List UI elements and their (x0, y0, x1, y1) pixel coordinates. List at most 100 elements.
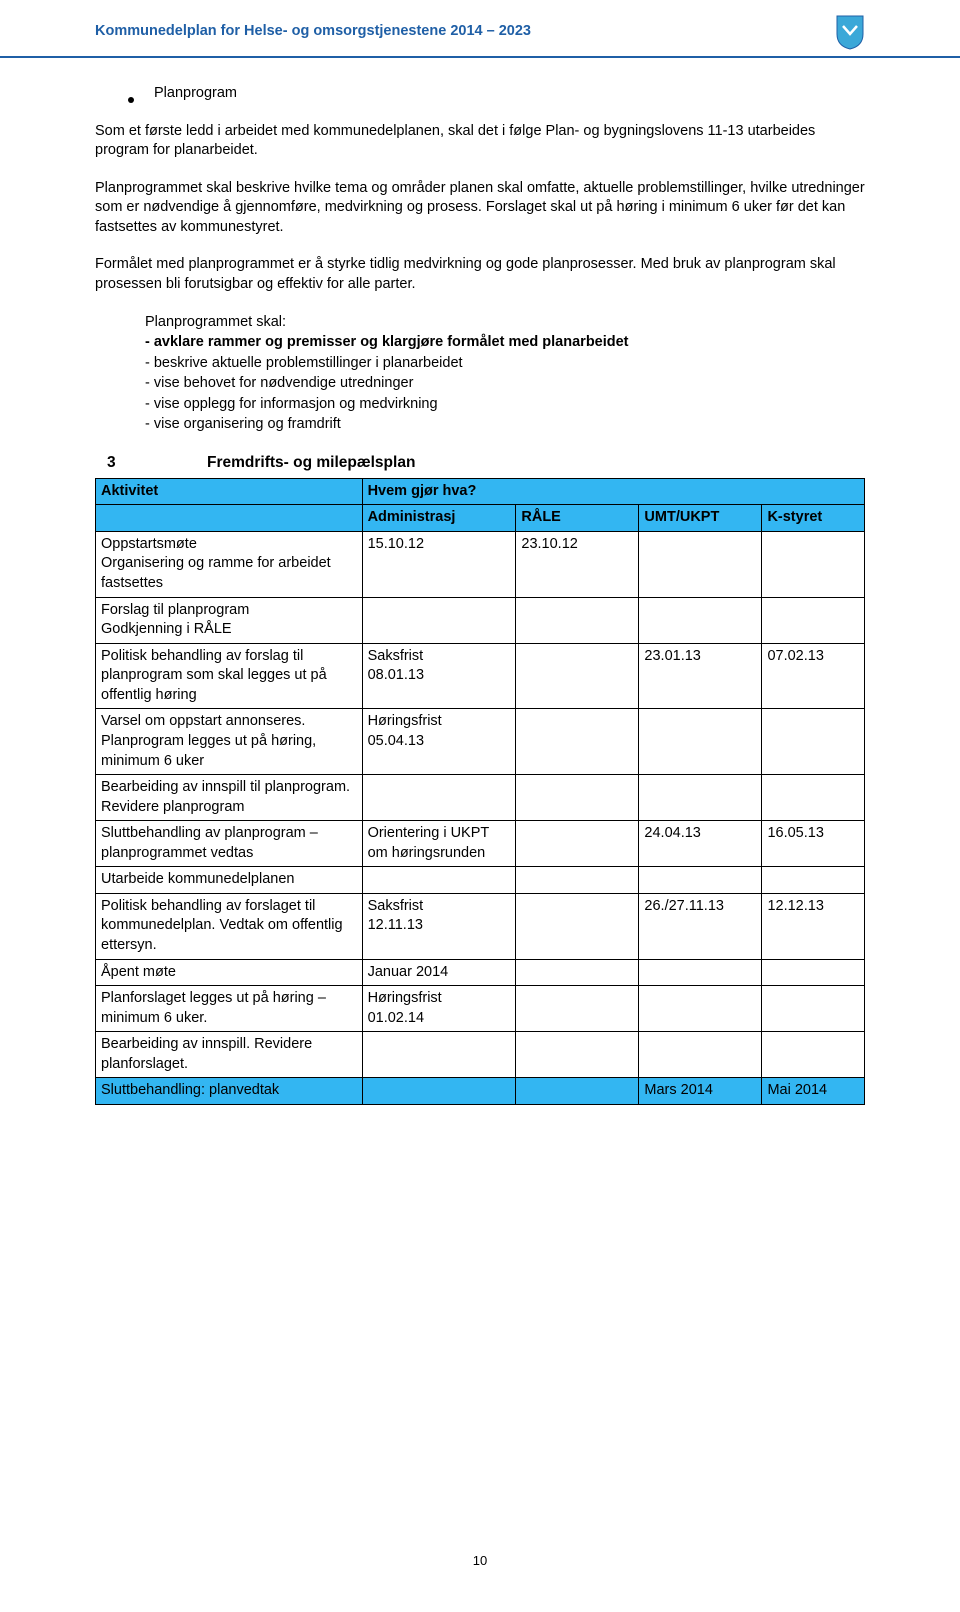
cell (639, 867, 762, 894)
milestone-table: Aktivitet Hvem gjør hva? Administrasj RÅ… (95, 478, 865, 1105)
cell: 15.10.12 (362, 531, 516, 597)
paragraph-3: Formålet med planprogrammet er å styrke … (95, 255, 865, 294)
cell-activity: Bearbeiding av innspill til planprogram.… (96, 775, 363, 821)
cell (762, 867, 865, 894)
cell: Januar 2014 (362, 959, 516, 986)
th-umt: UMT/UKPT (639, 505, 762, 532)
cell (516, 986, 639, 1032)
cell (762, 986, 865, 1032)
cell (762, 1032, 865, 1078)
cell (362, 775, 516, 821)
bullet-planprogram: Planprogram (128, 84, 865, 104)
table-row: Varsel om oppstart annonseres. Planprogr… (96, 709, 865, 775)
table-row: Oppstartsmøte Organisering og ramme for … (96, 531, 865, 597)
cell-activity: Bearbeiding av innspill. Revidere planfo… (96, 1032, 363, 1078)
th-admin: Administrasj (362, 505, 516, 532)
cell (516, 867, 639, 894)
cell: Høringsfrist 01.02.14 (362, 986, 516, 1032)
cell-activity: Utarbeide kommunedelplanen (96, 867, 363, 894)
cell (516, 775, 639, 821)
bullet-text: Planprogram (154, 84, 237, 104)
cell (639, 1032, 762, 1078)
cell (762, 959, 865, 986)
th-activity: Aktivitet (96, 478, 363, 505)
cell (762, 597, 865, 643)
cell (762, 775, 865, 821)
cell (362, 597, 516, 643)
cell-activity: Forslag til planprogram Godkjenning i RÅ… (96, 597, 363, 643)
cell (516, 1078, 639, 1105)
cell: 07.02.13 (762, 643, 865, 709)
cell (362, 1032, 516, 1078)
shield-icon (835, 14, 865, 50)
cell (639, 959, 762, 986)
cell (362, 1078, 516, 1105)
table-header-row-2: Administrasj RÅLE UMT/UKPT K-styret (96, 505, 865, 532)
cell: Saksfrist 08.01.13 (362, 643, 516, 709)
cell: 26./27.11.13 (639, 893, 762, 959)
section-heading: 3 Fremdrifts- og milepælsplan (95, 453, 865, 474)
th-kstyret: K-styret (762, 505, 865, 532)
th-blank (96, 505, 363, 532)
cell: 23.10.12 (516, 531, 639, 597)
cell (639, 597, 762, 643)
section-number: 3 (107, 453, 207, 474)
table-row: Planforslaget legges ut på høring – mini… (96, 986, 865, 1032)
cell (516, 709, 639, 775)
cell-activity: Varsel om oppstart annonseres. Planprogr… (96, 709, 363, 775)
cell: 12.12.13 (762, 893, 865, 959)
cell (639, 531, 762, 597)
table-row: Sluttbehandling av planprogram – planpro… (96, 821, 865, 867)
cell (516, 821, 639, 867)
cell-activity: Politisk behandling av forslag til planp… (96, 643, 363, 709)
section-title: Fremdrifts- og milepælsplan (207, 453, 415, 474)
list-item: - vise organisering og framdrift (145, 415, 865, 435)
list-item: - beskrive aktuelle problemstillinger i … (145, 354, 865, 374)
list-intro: Planprogrammet skal: (145, 313, 865, 333)
cell (362, 867, 516, 894)
paragraph-2: Planprogrammet skal beskrive hvilke tema… (95, 179, 865, 238)
table-row: Forslag til planprogram Godkjenning i RÅ… (96, 597, 865, 643)
cell: Orientering i UKPT om høringsrunden (362, 821, 516, 867)
cell (639, 709, 762, 775)
bullet-dot-icon (128, 97, 134, 103)
cell (762, 709, 865, 775)
table-row: Bearbeiding av innspill til planprogram.… (96, 775, 865, 821)
table-row: Bearbeiding av innspill. Revidere planfo… (96, 1032, 865, 1078)
list-item: - vise behovet for nødvendige utredninge… (145, 374, 865, 394)
cell (516, 597, 639, 643)
cell: Mars 2014 (639, 1078, 762, 1105)
table-header-row-1: Aktivitet Hvem gjør hva? (96, 478, 865, 505)
cell: Mai 2014 (762, 1078, 865, 1105)
cell-activity: Åpent møte (96, 959, 363, 986)
cell: 23.01.13 (639, 643, 762, 709)
table-row: Politisk behandling av forslaget til kom… (96, 893, 865, 959)
table-last-row: Sluttbehandling: planvedtak Mars 2014 Ma… (96, 1078, 865, 1105)
cell: 16.05.13 (762, 821, 865, 867)
page-number: 10 (0, 1552, 960, 1570)
cell (516, 959, 639, 986)
list-item: - vise opplegg for informasjon og medvir… (145, 395, 865, 415)
th-who: Hvem gjør hva? (362, 478, 864, 505)
page-header: Kommunedelplan for Helse- og omsorgstjen… (0, 0, 960, 58)
cell (639, 986, 762, 1032)
cell-activity: Oppstartsmøte Organisering og ramme for … (96, 531, 363, 597)
th-rale: RÅLE (516, 505, 639, 532)
cell: 24.04.13 (639, 821, 762, 867)
table-row: Politisk behandling av forslag til planp… (96, 643, 865, 709)
cell-activity: Politisk behandling av forslaget til kom… (96, 893, 363, 959)
cell-activity: Sluttbehandling av planprogram – planpro… (96, 821, 363, 867)
planprogram-list: Planprogrammet skal: - avklare rammer og… (145, 313, 865, 435)
cell (516, 1032, 639, 1078)
cell (516, 643, 639, 709)
paragraph-1: Som et første ledd i arbeidet med kommun… (95, 122, 865, 161)
list-item: - avklare rammer og premisser og klargjø… (145, 333, 865, 353)
header-title: Kommunedelplan for Helse- og omsorgstjen… (95, 22, 531, 42)
cell (639, 775, 762, 821)
table-row: Utarbeide kommunedelplanen (96, 867, 865, 894)
table-row: Åpent møteJanuar 2014 (96, 959, 865, 986)
cell (516, 893, 639, 959)
cell (762, 531, 865, 597)
cell: Høringsfrist 05.04.13 (362, 709, 516, 775)
cell-activity: Planforslaget legges ut på høring – mini… (96, 986, 363, 1032)
